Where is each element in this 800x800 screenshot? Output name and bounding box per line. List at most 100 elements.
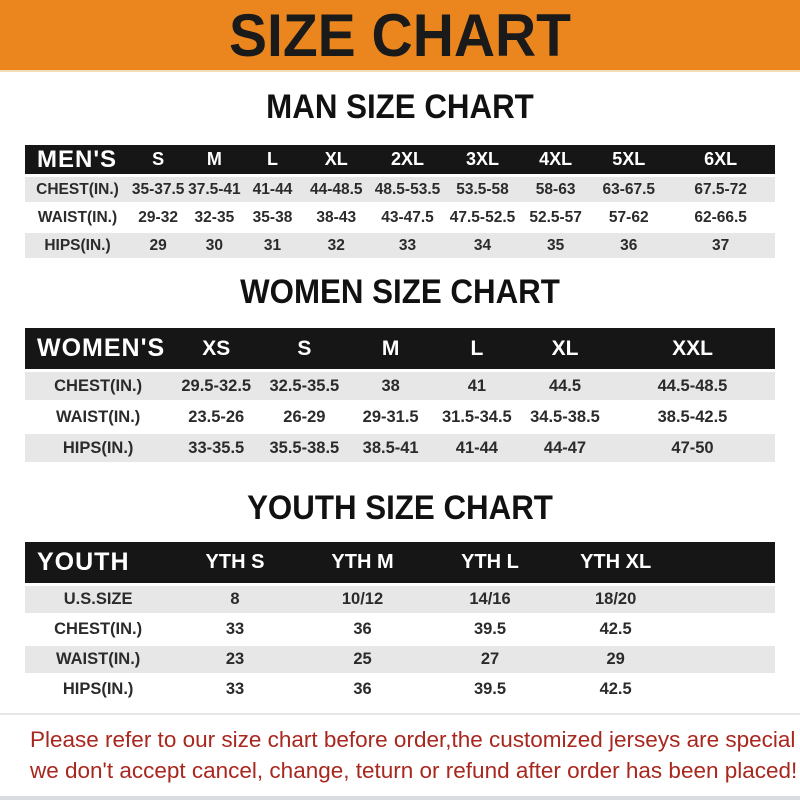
row-label: CHEST(IN.) (25, 372, 172, 400)
row-label: CHEST(IN.) (25, 177, 130, 202)
filler-cell (677, 616, 775, 643)
youth-section-heading: YOUTH SIZE CHART (247, 489, 553, 527)
row-label: U.S.SIZE (25, 586, 172, 613)
value-cell: 31 (242, 233, 303, 258)
value-cell: 8 (171, 586, 299, 613)
women-size-table: WOMEN'S XS S M L XL XXL CHEST(IN.) 29.5-32.5 32.5… (25, 325, 775, 465)
header-row: WOMEN'S XS S M L XL XXL (25, 328, 775, 369)
row-label: HIPS(IN.) (25, 676, 172, 703)
value-cell: 44.5-48.5 (610, 372, 775, 400)
value-cell: 47.5-52.5 (445, 205, 520, 230)
section-women: WOMEN SIZE CHART WOMEN'S XS S M L XL XXL CHEST(… (0, 274, 800, 465)
men-size-table: MEN'S S M L XL 2XL 3XL 4XL 5XL 6XL CHEST(IN.) 35-37… (25, 142, 775, 261)
men-section-heading: MAN SIZE CHART (266, 88, 534, 126)
column-header: XS (171, 328, 262, 369)
row-label: HIPS(IN.) (25, 434, 172, 462)
value-cell: 32.5-35.5 (261, 372, 348, 400)
column-header: L (433, 328, 520, 369)
value-cell: 47-50 (610, 434, 775, 462)
value-cell: 37 (666, 233, 775, 258)
section-men: MAN SIZE CHART MEN'S S M L XL 2XL 3XL 4XL 5XL 6XL… (0, 89, 800, 261)
filler-cell (677, 542, 775, 583)
value-cell: 26-29 (261, 403, 348, 431)
value-cell: 38.5-42.5 (610, 403, 775, 431)
value-cell: 32 (302, 233, 370, 258)
value-cell: 39.5 (426, 676, 554, 703)
column-header: XL (520, 328, 610, 369)
value-cell: 67.5-72 (666, 177, 775, 202)
column-header: 4XL (520, 145, 592, 174)
value-cell: 42.5 (553, 676, 678, 703)
column-header: S (261, 328, 348, 369)
value-cell: 58-63 (520, 177, 592, 202)
youth-size-table: YOUTH YTH S YTH M YTH L YTH XL U.S.SIZE 8 10/12… (25, 539, 775, 706)
value-cell: 41 (433, 372, 520, 400)
value-cell: 14/16 (426, 586, 554, 613)
value-cell: 18/20 (553, 586, 678, 613)
value-cell: 31.5-34.5 (433, 403, 520, 431)
column-header: 5XL (591, 145, 667, 174)
value-cell: 32-35 (186, 205, 243, 230)
value-cell: 34.5-38.5 (520, 403, 610, 431)
value-cell: 29.5-32.5 (171, 372, 262, 400)
value-cell: 29-31.5 (347, 403, 434, 431)
value-cell: 33 (171, 616, 299, 643)
column-header: 6XL (666, 145, 775, 174)
column-header: YTH S (171, 542, 299, 583)
row-label: CHEST(IN.) (25, 616, 172, 643)
table-row: WAIST(IN.) 29-32 32-35 35-38 38-43 43-47.5 47.… (25, 205, 775, 230)
value-cell: 33 (370, 233, 445, 258)
value-cell: 43-47.5 (370, 205, 445, 230)
value-cell: 38.5-41 (347, 434, 434, 462)
value-cell: 36 (298, 616, 427, 643)
column-header: YTH L (426, 542, 554, 583)
header-row: YOUTH YTH S YTH M YTH L YTH XL (25, 542, 775, 583)
table-title-cell: MEN'S (25, 145, 130, 174)
value-cell: 52.5-57 (520, 205, 592, 230)
column-header: YTH M (298, 542, 427, 583)
table-row: CHEST(IN.) 35-37.5 37.5-41 41-44 44-48.5 48.5… (25, 177, 775, 202)
value-cell: 38 (347, 372, 434, 400)
column-header: M (186, 145, 243, 174)
column-header: L (242, 145, 303, 174)
row-label: WAIST(IN.) (25, 205, 130, 230)
value-cell: 33 (171, 676, 299, 703)
column-header: 2XL (370, 145, 445, 174)
table-row: WAIST(IN.) 23.5-26 26-29 29-31.5 31.5-34.5 34… (25, 403, 775, 431)
women-section-heading: WOMEN SIZE CHART (240, 273, 560, 311)
table-title-cell: WOMEN'S (25, 328, 172, 369)
header-row: MEN'S S M L XL 2XL 3XL 4XL 5XL 6XL (25, 145, 775, 174)
value-cell: 41-44 (242, 177, 303, 202)
notice-line-1: Please refer to our size chart before or… (30, 727, 800, 752)
value-cell: 39.5 (426, 616, 554, 643)
value-cell: 36 (298, 676, 427, 703)
value-cell: 33-35.5 (171, 434, 262, 462)
filler-cell (677, 646, 775, 673)
footer-divider (0, 713, 800, 715)
column-header: XL (302, 145, 370, 174)
value-cell: 37.5-41 (186, 177, 243, 202)
banner: SIZE CHART (0, 0, 800, 72)
value-cell: 38-43 (302, 205, 370, 230)
table-row: CHEST(IN.) 29.5-32.5 32.5-35.5 38 41 44.5 44.5… (25, 372, 775, 400)
filler-cell (677, 676, 775, 703)
value-cell: 10/12 (298, 586, 427, 613)
bottom-edge-strip (0, 796, 800, 800)
banner-title: SIZE CHART (229, 1, 571, 69)
value-cell: 35.5-38.5 (261, 434, 348, 462)
footer-notice: Please refer to our size chart before or… (0, 715, 800, 786)
value-cell: 53.5-58 (445, 177, 520, 202)
column-header: YTH XL (553, 542, 678, 583)
column-header: S (130, 145, 187, 174)
table-row: U.S.SIZE 8 10/12 14/16 18/20 (25, 586, 775, 613)
table-row: HIPS(IN.) 33 36 39.5 42.5 (25, 676, 775, 703)
value-cell: 34 (445, 233, 520, 258)
value-cell: 29 (130, 233, 187, 258)
value-cell: 62-66.5 (666, 205, 775, 230)
men-table-container: MEN'S S M L XL 2XL 3XL 4XL 5XL 6XL CHEST(IN.) 35-37… (25, 142, 775, 261)
row-label: WAIST(IN.) (25, 403, 172, 431)
section-youth: YOUTH SIZE CHART YOUTH YTH S YTH M YTH L YTH… (0, 490, 800, 706)
table-row: HIPS(IN.) 29 30 31 32 33 34 35 36 37 (25, 233, 775, 258)
value-cell: 44-48.5 (302, 177, 370, 202)
